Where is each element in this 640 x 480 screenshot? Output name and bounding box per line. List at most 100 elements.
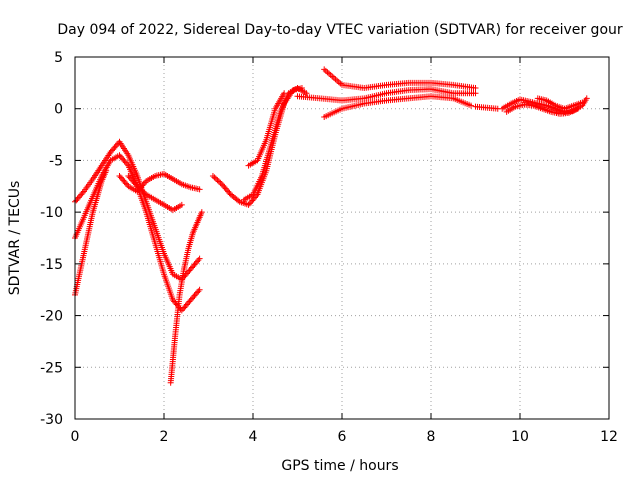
- series-arc-14: [503, 101, 581, 117]
- y-tick-label: -20: [40, 309, 63, 325]
- y-tick-label: -5: [49, 153, 63, 169]
- data-point: [126, 174, 133, 181]
- data-point: [583, 95, 590, 102]
- y-tick-label: -25: [40, 360, 63, 376]
- data-point: [73, 197, 80, 204]
- data-point: [245, 201, 252, 208]
- data-point: [218, 181, 225, 188]
- data-point: [140, 188, 147, 195]
- data-point: [226, 190, 233, 197]
- data-point: [472, 90, 479, 97]
- chart-title: Day 094 of 2022, Sidereal Day-to-day VTE…: [57, 22, 623, 38]
- data-point: [211, 174, 218, 181]
- data-point: [192, 291, 199, 298]
- data-point: [178, 201, 185, 208]
- data-point: [107, 149, 114, 156]
- series-arc-5: [125, 172, 185, 214]
- data-point: [187, 297, 194, 304]
- data-point: [139, 182, 146, 189]
- data-point: [120, 177, 127, 184]
- data-point: [116, 152, 123, 159]
- data-point: [77, 192, 84, 199]
- data-point: [117, 153, 124, 160]
- data-point: [127, 175, 134, 182]
- axis-layer: 0 2 4 6 8 10 12 5 0 -5 -10 -15 -20 -25 -30: [40, 50, 618, 445]
- data-point: [78, 191, 85, 198]
- data-point: [196, 286, 203, 293]
- data-point: [129, 177, 136, 184]
- data-point: [191, 261, 198, 268]
- data-point: [574, 105, 581, 112]
- data-point: [108, 147, 115, 154]
- series-arc-6: [167, 209, 205, 386]
- data-point: [186, 267, 193, 274]
- data-point: [214, 177, 221, 184]
- data-point: [198, 209, 205, 216]
- data-point: [180, 305, 187, 312]
- data-point: [187, 266, 194, 273]
- x-tick-label: 12: [600, 429, 618, 445]
- data-point: [248, 198, 255, 205]
- series-arc-2: [72, 152, 203, 314]
- data-point: [188, 295, 195, 302]
- data-point: [217, 179, 224, 186]
- data-point: [140, 181, 147, 188]
- data-point: [468, 102, 475, 109]
- x-tick-label: 4: [249, 429, 258, 445]
- data-point: [103, 167, 110, 174]
- data-point: [181, 304, 188, 311]
- data-point: [172, 300, 179, 307]
- y-tick-label: 5: [54, 50, 63, 66]
- data-point: [122, 180, 129, 187]
- data-point: [130, 178, 137, 185]
- data-point: [196, 255, 203, 262]
- data-point: [209, 172, 216, 179]
- data-point: [185, 300, 192, 307]
- data-point: [135, 184, 142, 191]
- data-point: [195, 288, 202, 295]
- data-point: [124, 161, 131, 168]
- data-point: [121, 158, 128, 165]
- data-point: [169, 297, 176, 304]
- data-point: [138, 187, 145, 194]
- data-point: [579, 99, 586, 106]
- data-point: [220, 182, 227, 189]
- data-point: [221, 184, 228, 191]
- data-point: [303, 90, 310, 97]
- data-point: [117, 174, 124, 181]
- data-point: [212, 175, 219, 182]
- data-point: [119, 175, 126, 182]
- data-point: [250, 195, 257, 202]
- data-point: [222, 185, 229, 192]
- data-point: [141, 190, 148, 197]
- data-point: [74, 195, 81, 202]
- data-point: [111, 144, 118, 151]
- data-point: [183, 301, 190, 308]
- data-point: [112, 143, 119, 150]
- data-point: [194, 258, 201, 265]
- data-point: [182, 302, 189, 309]
- data-point: [191, 292, 198, 299]
- x-tick-label: 2: [160, 429, 169, 445]
- data-point: [125, 172, 132, 179]
- y-tick-label: -30: [40, 412, 63, 428]
- y-tick-label: 0: [54, 102, 63, 118]
- data-point: [131, 180, 138, 187]
- y-tick-label: -10: [40, 205, 63, 221]
- series-arc-9: [245, 90, 288, 169]
- data-point: [190, 294, 197, 301]
- x-tick-label: 8: [427, 429, 436, 445]
- x-tick-label: 6: [338, 429, 347, 445]
- data-point: [137, 186, 144, 193]
- x-tick-label: 0: [71, 429, 80, 445]
- data-point: [186, 298, 193, 305]
- data-point: [188, 264, 195, 271]
- data-point: [79, 189, 86, 196]
- data-point: [195, 257, 202, 264]
- data-point: [134, 183, 141, 190]
- data-point: [281, 90, 288, 97]
- series-arc-8: [241, 85, 310, 203]
- x-tick-label: 10: [511, 429, 529, 445]
- data-point: [185, 268, 192, 275]
- series-arc-15: [534, 95, 586, 112]
